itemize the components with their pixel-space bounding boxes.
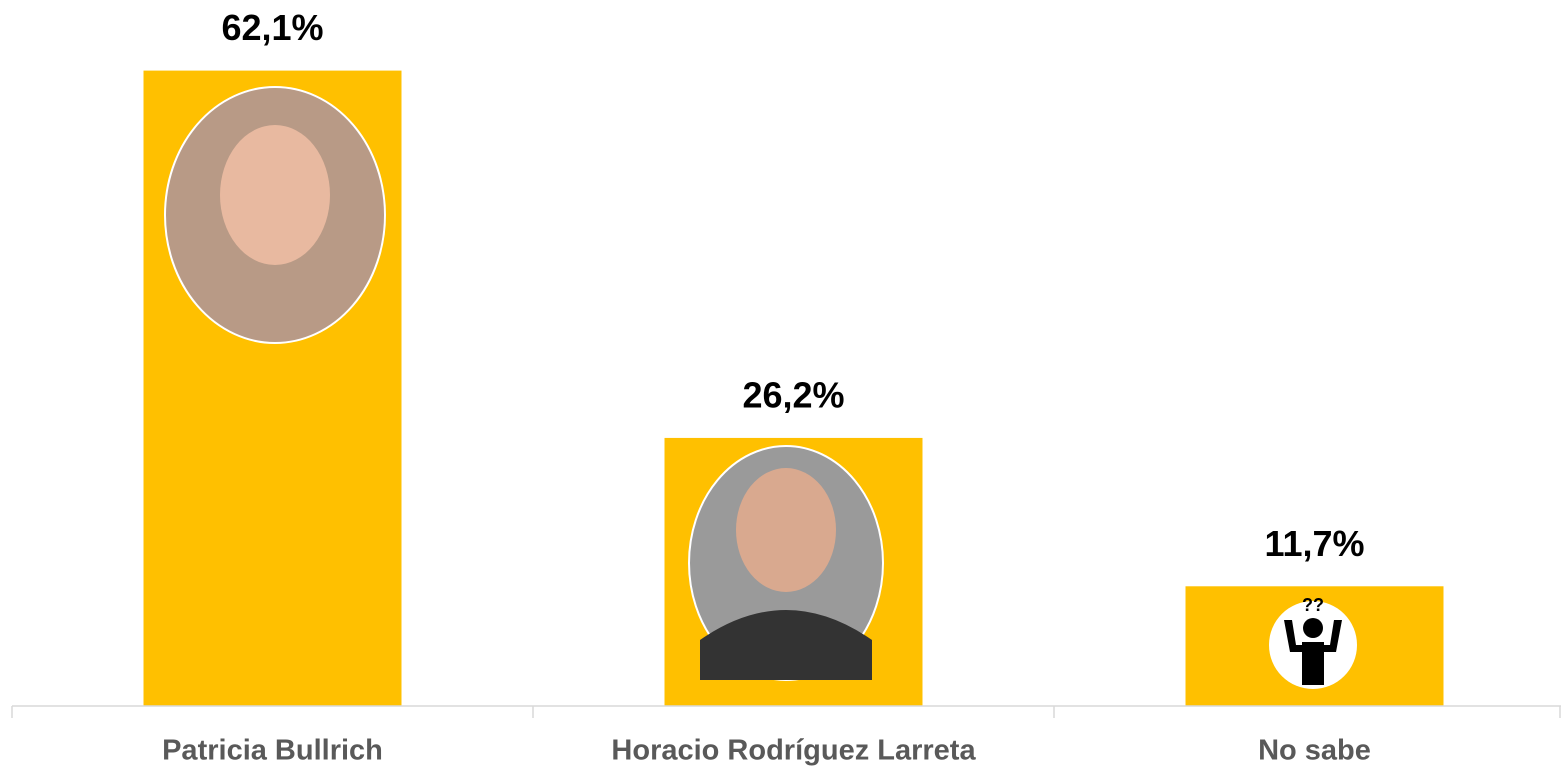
data-label: 11,7% [1264, 523, 1364, 564]
x-tick-label: Horacio Rodríguez Larreta [611, 735, 976, 767]
data-label: 26,2% [742, 374, 844, 415]
x-tick-label: No sabe [1258, 735, 1371, 767]
suit [700, 610, 872, 680]
x-tick-label: Patricia Bullrich [162, 735, 383, 767]
face [220, 125, 330, 265]
face [736, 468, 836, 592]
icon-head [1303, 618, 1323, 638]
data-label: 62,1% [221, 7, 323, 48]
icon-body [1284, 620, 1342, 685]
icon-marks: ?? [1302, 595, 1324, 615]
pictures: ?? [164, 86, 1357, 689]
